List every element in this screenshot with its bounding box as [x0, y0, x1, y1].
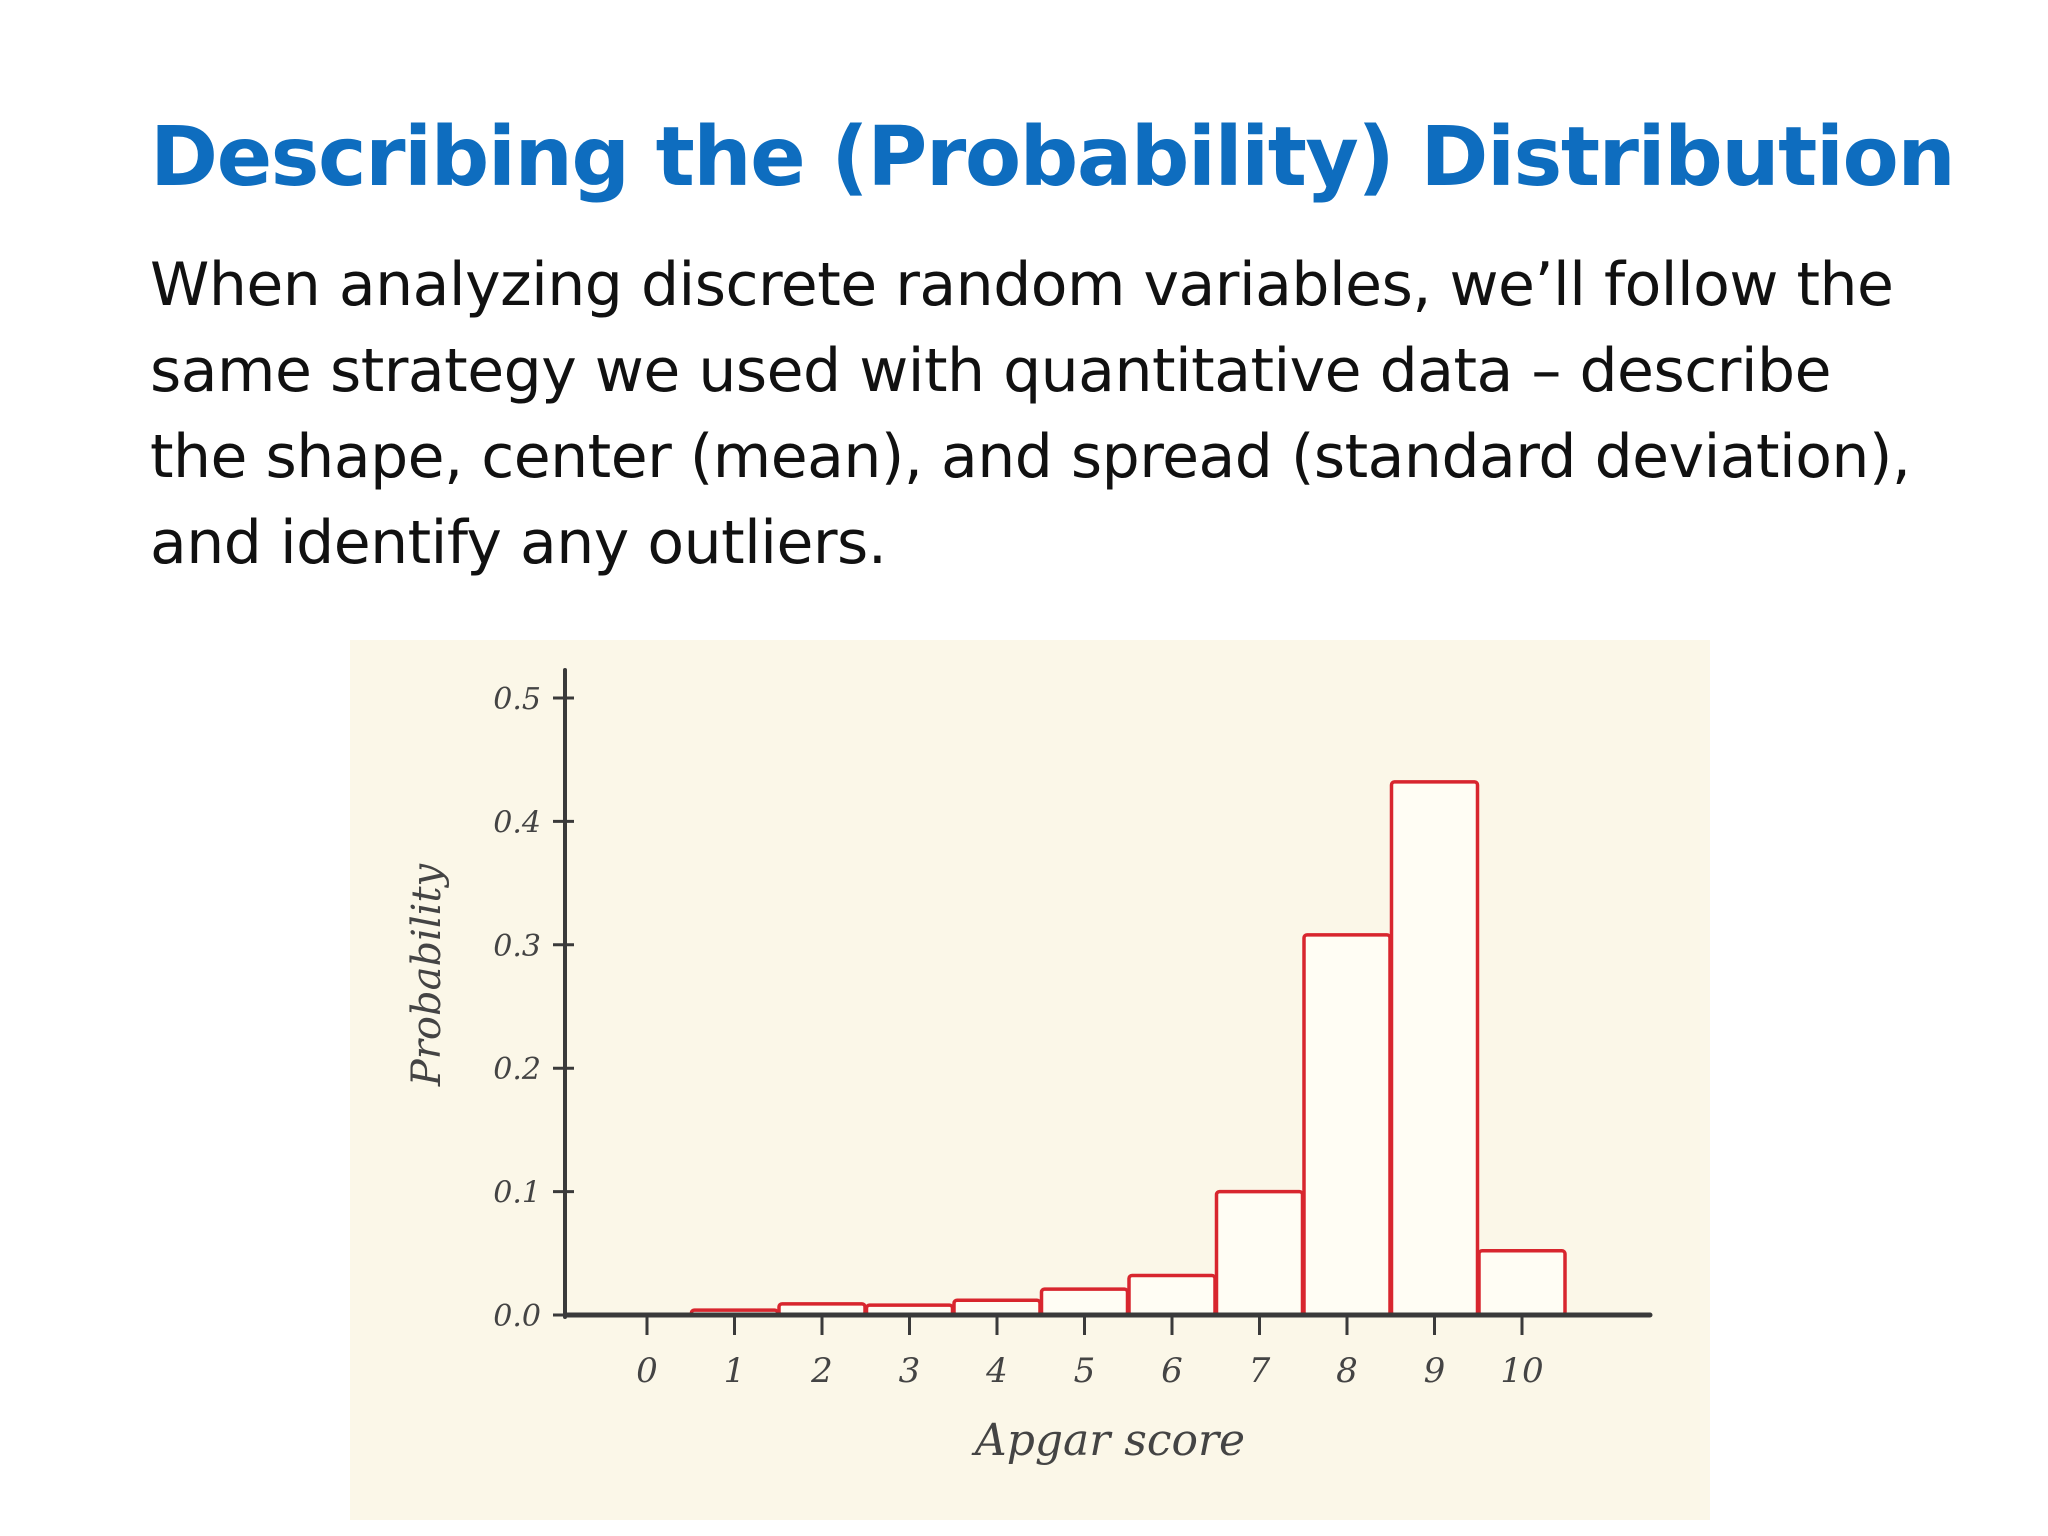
y-tick-label: 0.0	[493, 1299, 541, 1334]
x-tick-label: 0	[636, 1351, 658, 1391]
slide-title: Describing the (Probability) Distributio…	[150, 110, 1956, 205]
bar-10	[1477, 1249, 1567, 1317]
y-tick-label: 0.3	[493, 929, 541, 964]
x-tick-label: 6	[1161, 1351, 1183, 1391]
y-tick-label: 0.4	[493, 805, 541, 840]
y-axis-label: Probability	[404, 862, 450, 1087]
bar-9	[1389, 780, 1480, 1317]
bar-8	[1302, 933, 1392, 1317]
y-ticks: 0.0 0.1 0.2 0.3 0.4 0.5	[493, 682, 574, 1334]
x-tick-label: 2	[810, 1351, 833, 1391]
x-tick-label: 1	[724, 1351, 746, 1391]
x-tick-label: 7	[1249, 1351, 1271, 1391]
slide-body-text: When analyzing discrete random variables…	[150, 250, 1911, 578]
x-axis-label: Apgar score	[971, 1415, 1245, 1466]
x-tick-label: 8	[1336, 1351, 1358, 1391]
x-tick-label: 4	[985, 1351, 1008, 1391]
bar-7	[1214, 1189, 1305, 1317]
x-tick-label: 5	[1074, 1351, 1096, 1391]
x-tick-label: 10	[1500, 1351, 1543, 1391]
chart-figure: 0.0 0.1 0.2 0.3 0.4 0.5 0 1 2 3 4 5 6 7 8 9 10 Apgar sc…	[350, 640, 1710, 1520]
x-ticks: 0 1 2 3 4 5 6 7 8 9 10	[636, 1315, 1544, 1391]
x-tick-label: 3	[899, 1351, 921, 1391]
y-tick-label: 0.1	[493, 1176, 541, 1211]
x-tick-label: 9	[1424, 1351, 1446, 1391]
bar-5	[1039, 1287, 1130, 1317]
probability-histogram: 0.0 0.1 0.2 0.3 0.4 0.5 0 1 2 3 4 5 6 7 8 9 10 Apgar sc…	[404, 668, 1653, 1466]
bars-layer	[689, 780, 1567, 1317]
y-tick-label: 0.2	[493, 1052, 541, 1087]
y-tick-label: 0.5	[493, 682, 541, 717]
bar-6	[1127, 1273, 1217, 1317]
